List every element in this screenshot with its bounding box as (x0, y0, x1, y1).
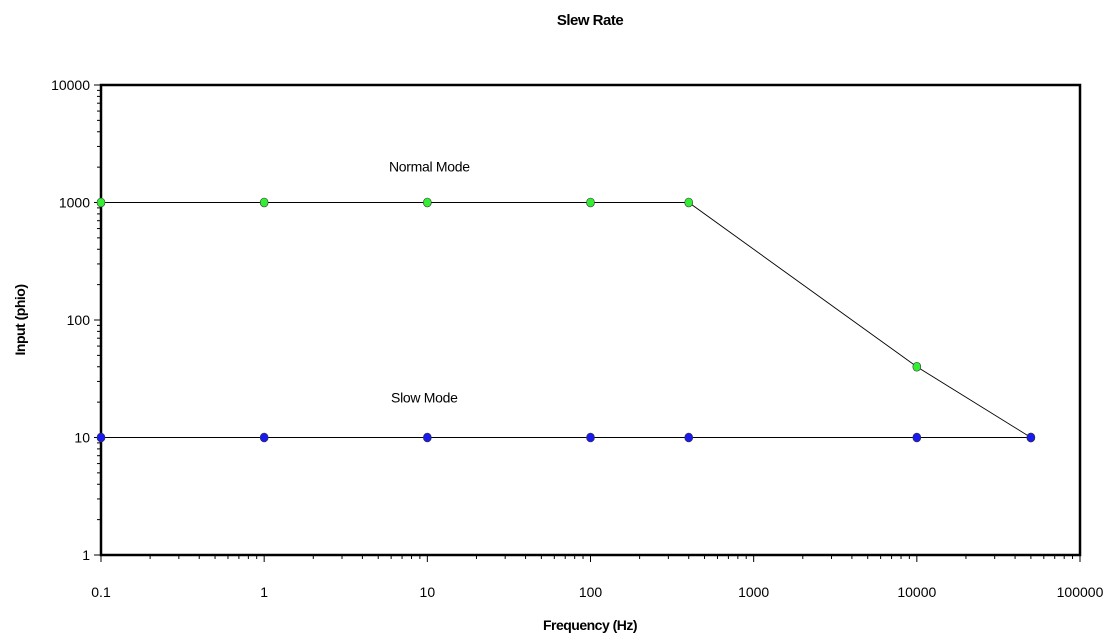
y-tick-label: 10 (74, 430, 90, 446)
data-point-1 (912, 432, 922, 443)
data-point-1 (423, 432, 432, 443)
data-point-0 (423, 197, 432, 208)
annotations: Normal Mode Slow Mode (389, 159, 471, 406)
data-point-1 (586, 432, 595, 443)
x-tick-labels: 0.1 1 10 100 1000 10000 100000 (91, 584, 1103, 600)
minor-ticks (97, 89, 1074, 559)
data-point-0 (259, 197, 269, 208)
major-ticks (94, 84, 1081, 562)
data-point-0 (96, 197, 106, 208)
data-point-1 (259, 432, 269, 443)
annotation-label: Slow Mode (391, 390, 458, 406)
data-point-0 (684, 197, 694, 208)
x-tick-label: 100 (579, 584, 603, 600)
x-tick-label: 10000 (897, 584, 936, 600)
x-tick-label: 1000 (738, 584, 769, 600)
data-point-1 (96, 432, 106, 443)
series-lines (101, 202, 1032, 438)
chart-title: Slew Rate (557, 12, 624, 29)
data-point-1 (684, 432, 694, 443)
x-tick-label: 0.1 (91, 584, 111, 600)
data-point-0 (912, 361, 922, 372)
y-tick-label: 1000 (59, 195, 90, 211)
data-point-1 (1026, 432, 1036, 443)
data-point-0 (586, 197, 595, 208)
y-tick-label: 1 (82, 547, 90, 563)
y-axis-label: Input (phio) (12, 285, 28, 356)
series-points (96, 197, 1036, 443)
series-line-0 (101, 202, 1032, 438)
y-tick-label: 10000 (51, 77, 90, 93)
x-axis-label: Frequency (Hz) (543, 617, 637, 633)
y-tick-label: 100 (67, 312, 91, 328)
annotation-label: Normal Mode (389, 159, 470, 175)
x-tick-label: 10 (420, 584, 436, 600)
x-tick-label: 100000 (1057, 584, 1104, 600)
plot-area (99, 83, 1082, 557)
y-tick-labels: 1 10 100 1000 10000 (51, 77, 90, 563)
x-tick-label: 1 (260, 584, 268, 600)
